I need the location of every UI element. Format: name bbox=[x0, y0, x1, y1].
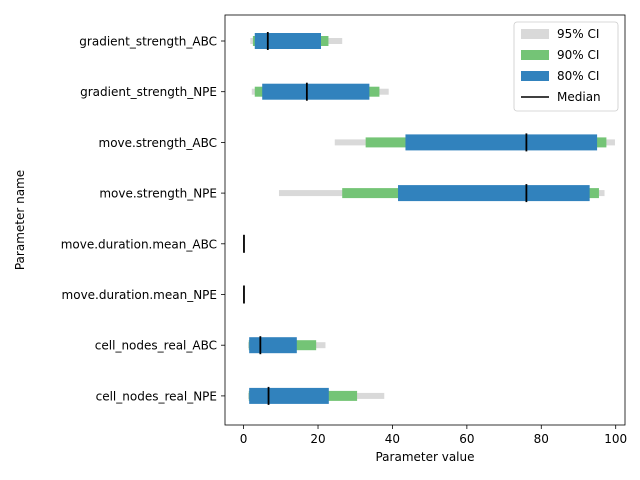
x-tick-label: 60 bbox=[459, 432, 474, 446]
x-tick-label: 80 bbox=[534, 432, 549, 446]
gradient-strength-abc-ci80-bar bbox=[254, 33, 321, 49]
legend-label-90-ci: 90% CI bbox=[557, 48, 599, 62]
legend-label-80-ci: 80% CI bbox=[557, 69, 599, 83]
y-axis-ticks: gradient_strength_ABC gradient_strength_N… bbox=[61, 35, 225, 403]
legend-label-95-ci: 95% CI bbox=[557, 27, 599, 41]
x-tick-label: 20 bbox=[310, 432, 325, 446]
y-axis-label: Parameter name bbox=[13, 170, 27, 270]
move-strength-npe-ci80-bar bbox=[398, 185, 590, 202]
legend-swatch-90-ci bbox=[521, 50, 549, 60]
y-tick-label: move.strength_NPE bbox=[99, 187, 217, 201]
cell-nodes-real-abc-ci80-bar bbox=[249, 337, 297, 354]
gradient-strength-npe-ci80-bar bbox=[262, 83, 370, 100]
legend-box bbox=[513, 21, 619, 112]
x-tick-label: 40 bbox=[385, 432, 400, 446]
x-tick-label: 100 bbox=[604, 432, 627, 446]
y-tick-label: move.duration.mean_NPE bbox=[62, 288, 217, 302]
x-tick-label: 0 bbox=[240, 432, 248, 446]
legend: 95% CI 90% CI 80% CI Median bbox=[513, 21, 619, 112]
legend-swatch-80-ci bbox=[521, 71, 549, 81]
move-strength-abc-ci80-bar bbox=[405, 134, 598, 151]
plot-frame bbox=[224, 14, 626, 426]
interval-bands bbox=[243, 32, 615, 405]
y-tick-label: move.strength_ABC bbox=[99, 136, 217, 150]
y-tick-label: cell_nodes_real_ABC bbox=[95, 339, 217, 353]
y-tick-label: gradient_strength_NPE bbox=[80, 85, 217, 99]
x-axis-label: Parameter value bbox=[375, 450, 474, 464]
y-tick-label: cell_nodes_real_NPE bbox=[96, 389, 217, 403]
legend-swatch-95-ci bbox=[521, 29, 549, 39]
legend-label-median: Median bbox=[557, 90, 601, 104]
x-axis-ticks: 0 20 40 60 80 100 bbox=[240, 425, 627, 446]
y-tick-label: gradient_strength_ABC bbox=[79, 35, 217, 49]
cell-nodes-real-npe-ci80-bar bbox=[249, 387, 329, 404]
y-tick-label: move.duration.mean_ABC bbox=[61, 237, 217, 251]
